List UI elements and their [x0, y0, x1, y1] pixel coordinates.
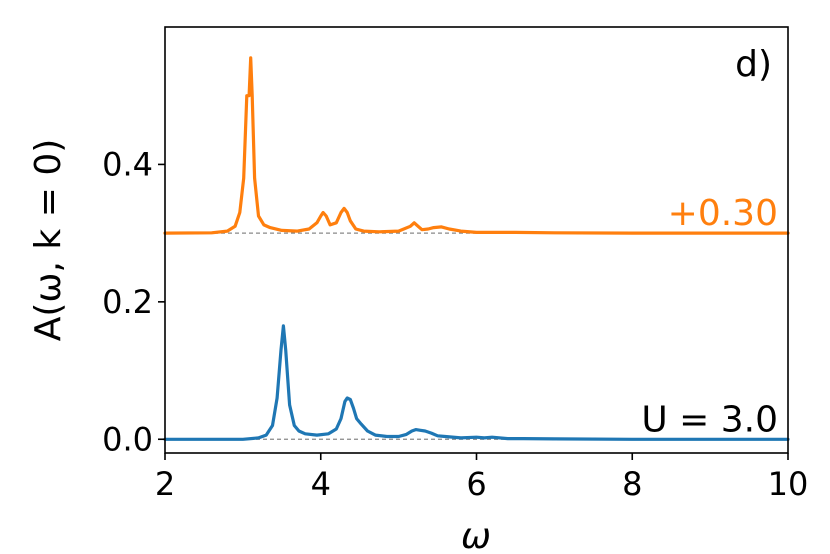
series-line-0 [163, 324, 790, 441]
series-line-1 [163, 56, 790, 235]
y-tick-label: 0.2 [102, 283, 153, 321]
x-axis-label: ω [461, 516, 491, 554]
y-tick-label: 0.4 [102, 145, 153, 183]
plot-frame [164, 26, 789, 454]
x-tick-label: 10 [768, 465, 809, 503]
y-tick-label: 0.0 [102, 420, 153, 458]
series-annotation-1: +0.30 [668, 193, 778, 234]
panel-label: d) [735, 44, 772, 85]
x-tick-label: 6 [466, 465, 486, 503]
y-axis-label: A(ω, k = 0) [28, 139, 69, 342]
series-annotations: U = 3.0 +0.30 [641, 193, 778, 440]
x-tick-label: 2 [155, 465, 175, 503]
x-axis-ticks: 2 4 6 8 10 [155, 453, 809, 503]
series-layer [163, 56, 790, 441]
y-axis-ticks: 0.0 0.2 0.4 [102, 145, 165, 458]
x-tick-label: 8 [622, 465, 642, 503]
x-tick-label: 4 [311, 465, 331, 503]
series-annotation-0: U = 3.0 [641, 399, 778, 440]
